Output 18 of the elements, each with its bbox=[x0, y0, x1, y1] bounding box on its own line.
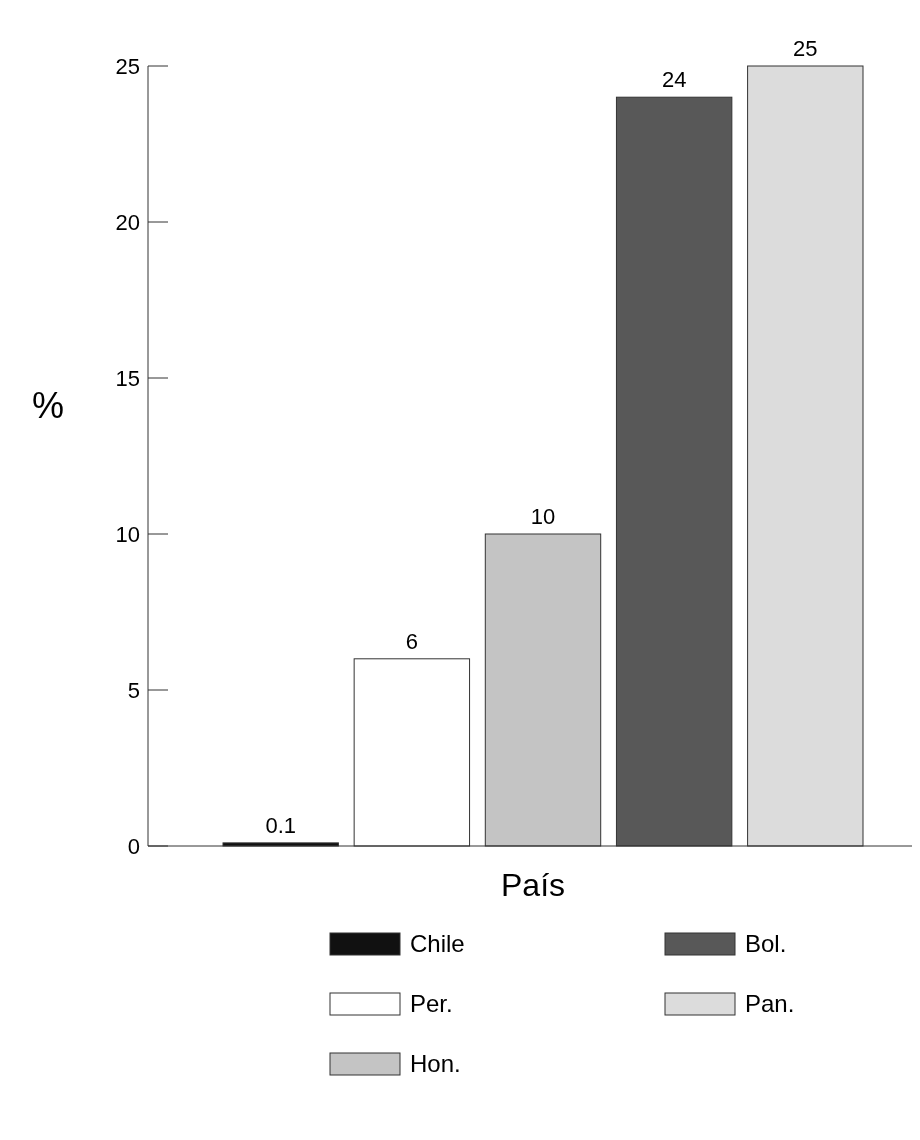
data-label: 25 bbox=[793, 36, 818, 61]
y-tick-label: 20 bbox=[115, 209, 140, 235]
y-axis-title: % bbox=[31, 385, 65, 426]
data-label: 10 bbox=[530, 504, 556, 529]
data-label: 24 bbox=[661, 67, 687, 93]
legend-label: Pan. bbox=[745, 990, 795, 1018]
y-tick-label: 0 bbox=[127, 833, 140, 859]
y-tick-label: 5 bbox=[127, 677, 140, 703]
legend-label: Chile bbox=[410, 930, 465, 958]
legend-label: Hon. bbox=[410, 1050, 461, 1078]
data-label: 6 bbox=[405, 628, 418, 654]
y-tick-label: 25 bbox=[115, 53, 140, 79]
data-label: 0.1 bbox=[265, 812, 296, 838]
y-tick-label: 15 bbox=[115, 365, 140, 391]
legend-label: Per. bbox=[410, 990, 453, 1018]
x-axis-title: País bbox=[500, 867, 566, 903]
y-tick-label: 10 bbox=[115, 521, 140, 547]
legend-label: Bol. bbox=[745, 930, 787, 958]
